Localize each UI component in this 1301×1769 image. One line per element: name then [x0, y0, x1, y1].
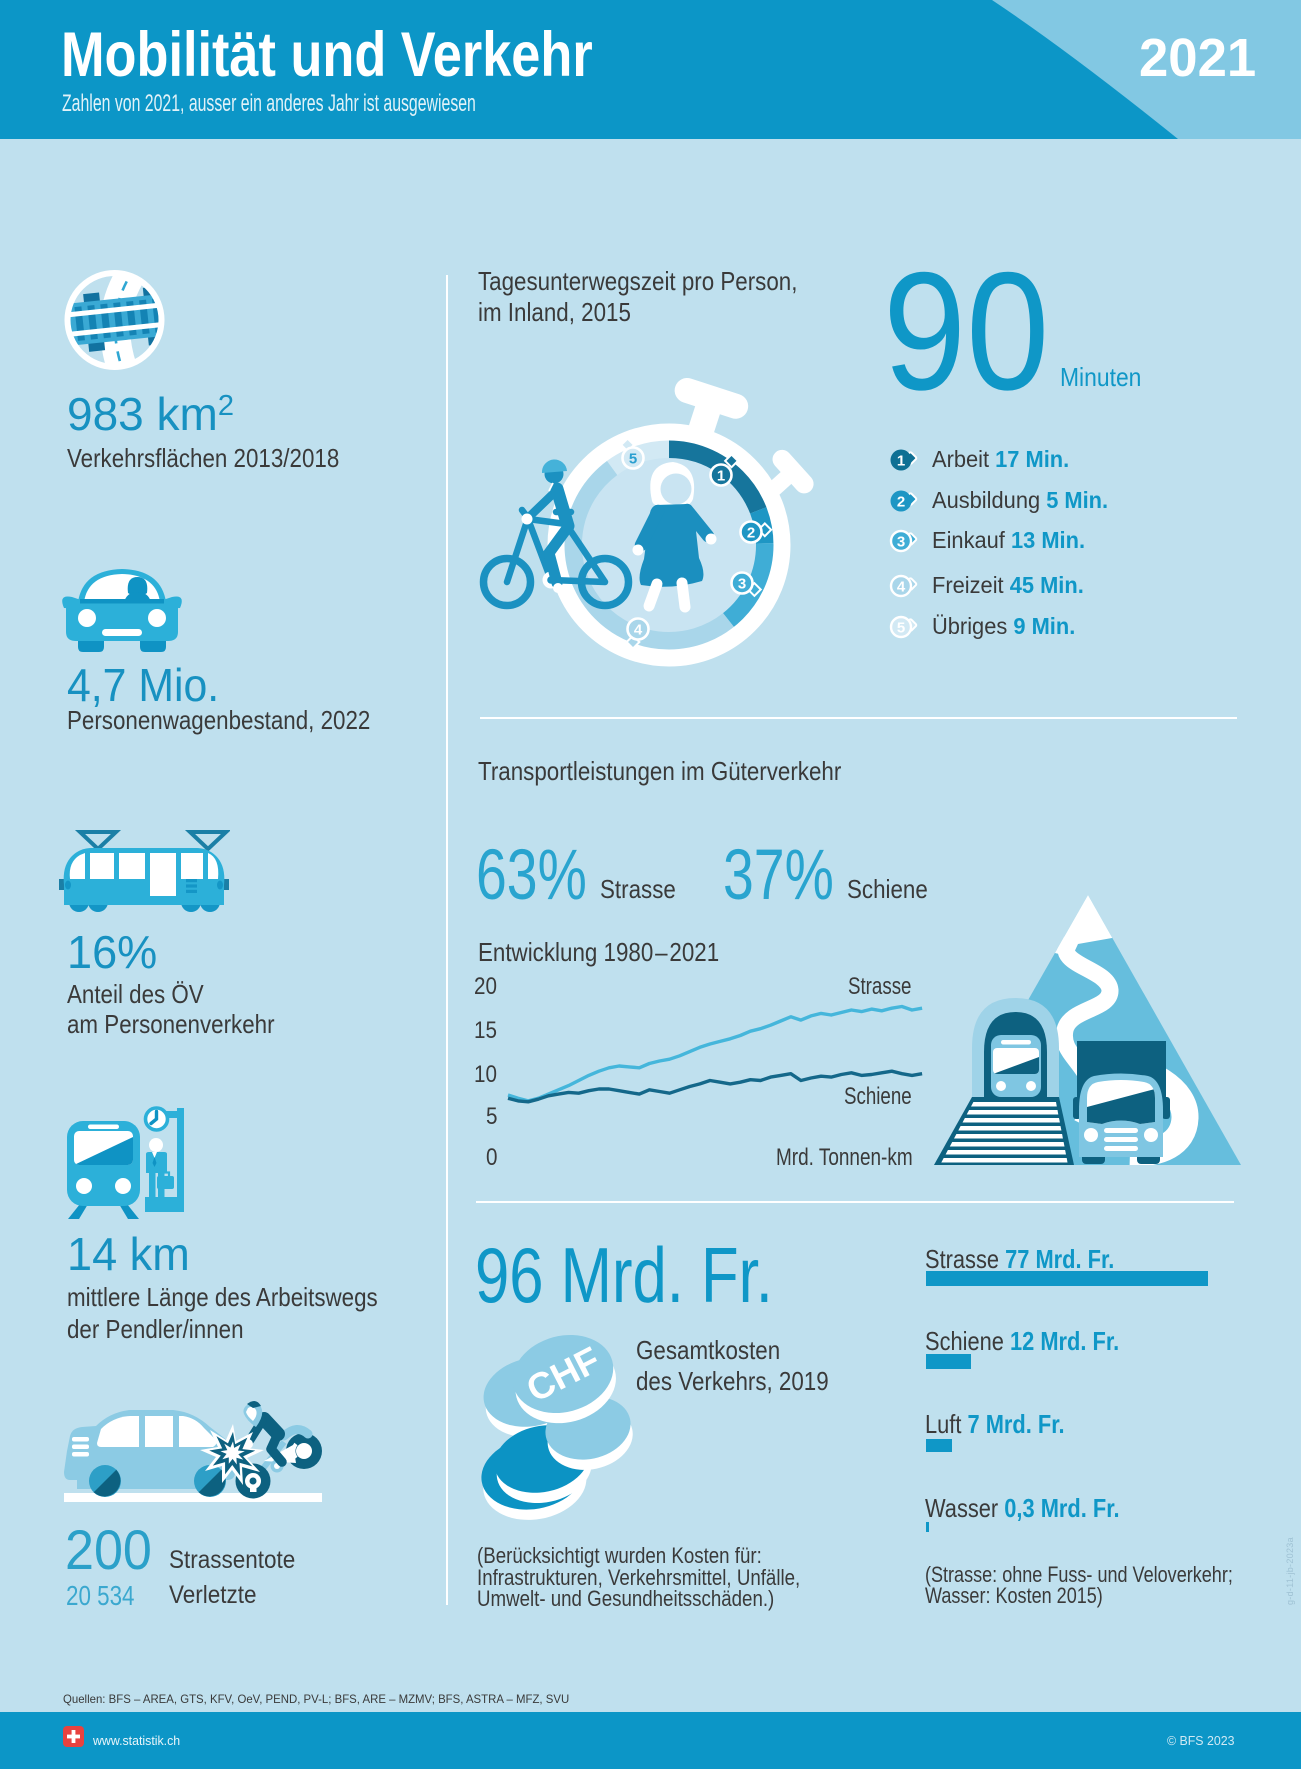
svg-text:2: 2 [897, 494, 905, 511]
svg-text:2: 2 [747, 525, 755, 542]
svg-text:3: 3 [738, 576, 746, 593]
svg-text:4: 4 [897, 579, 906, 596]
svg-text:3: 3 [897, 534, 905, 551]
svg-text:1: 1 [897, 453, 905, 470]
svg-text:5: 5 [629, 451, 637, 468]
svg-text:1: 1 [717, 468, 725, 485]
svg-text:4: 4 [634, 622, 643, 639]
svg-text:5: 5 [897, 620, 905, 637]
